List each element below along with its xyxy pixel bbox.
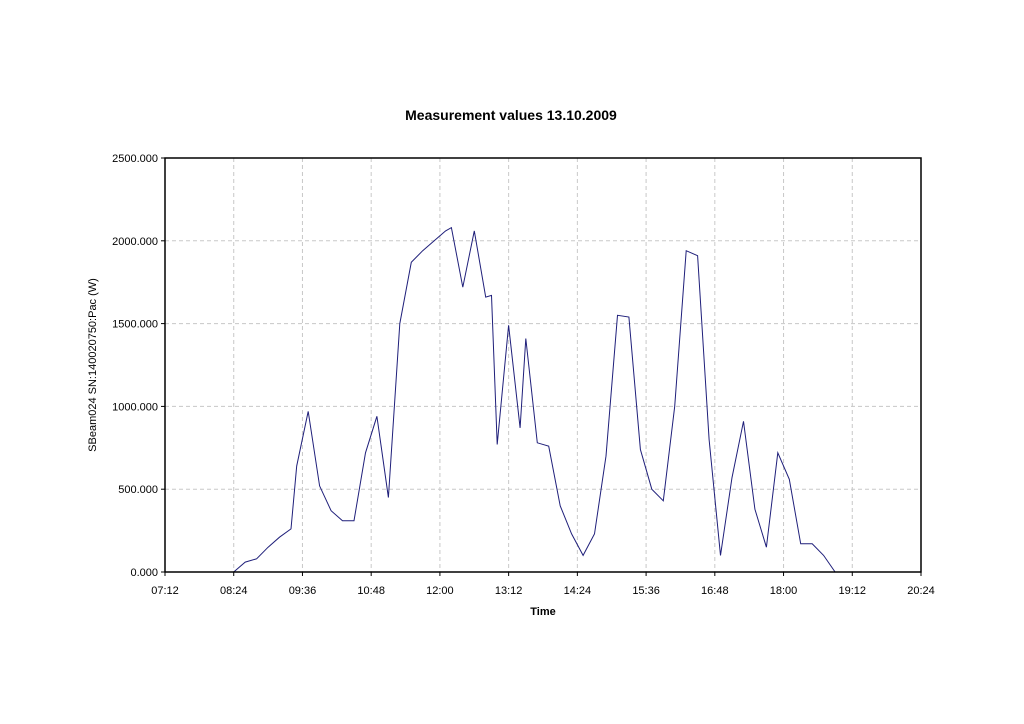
y-tick-labels: 0.000 500.000 1000.000 1500.000 2000.000 2500…: [112, 153, 165, 579]
y-tick-label: 2500.000: [112, 153, 158, 165]
x-axis-title: Time: [530, 606, 555, 618]
gridlines: [165, 158, 921, 572]
chart-title: Measurement values 13.10.2009: [405, 107, 617, 123]
y-tick-label: 1000.000: [112, 401, 158, 413]
x-tick-label: 13:12: [495, 585, 523, 597]
series-line: [233, 226, 836, 573]
x-tick-label: 07:12: [151, 585, 179, 597]
x-tick-label: 08:24: [220, 585, 248, 597]
x-tick-label: 16:48: [701, 585, 729, 597]
x-tick-label: 15:36: [632, 585, 660, 597]
x-tick-label: 18:00: [770, 585, 798, 597]
y-tick-label: 500.000: [118, 484, 158, 496]
x-tick-label: 14:24: [564, 585, 592, 597]
y-tick-label: 1500.000: [112, 319, 158, 331]
x-tick-labels: 07:12 08:24 09:36 10:48 12:00 13:12 14:24 15:36…: [151, 572, 935, 597]
y-axis-title: SBeam024 SN:140020750:Pac (W): [87, 278, 99, 452]
x-tick-label: 10:48: [357, 585, 385, 597]
x-tick-label: 20:24: [907, 585, 935, 597]
plot-frame: [164, 157, 922, 573]
x-tick-label: 12:00: [426, 585, 454, 597]
x-tick-label: 09:36: [289, 585, 317, 597]
x-tick-label: 19:12: [839, 585, 867, 597]
y-tick-label: 2000.000: [112, 236, 158, 248]
y-tick-label: 0.000: [130, 567, 158, 579]
